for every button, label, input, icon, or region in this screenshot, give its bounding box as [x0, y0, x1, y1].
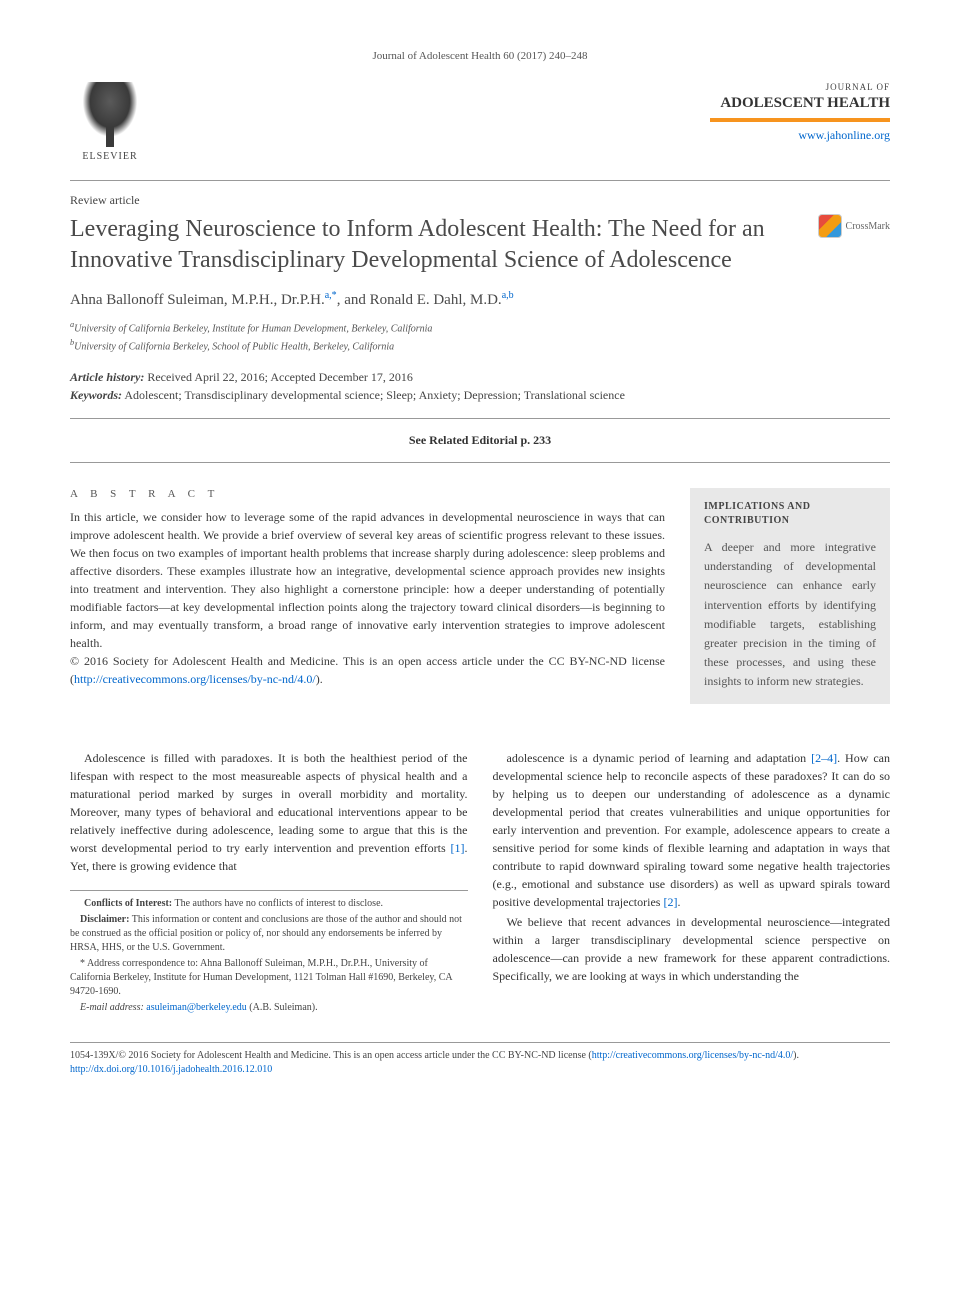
ref-1-link[interactable]: [1] [451, 841, 465, 855]
conflicts-text: The authors have no conflicts of interes… [172, 898, 383, 909]
author-1-name: Ahna Ballonoff Suleiman, M.P.H., Dr.P.H. [70, 292, 325, 308]
article-meta: Article history: Received April 22, 2016… [70, 368, 890, 404]
elsevier-logo: ELSEVIER [70, 82, 150, 172]
crossmark-label: CrossMark [846, 221, 890, 232]
authors: Ahna Ballonoff Suleiman, M.P.H., Dr.P.H.… [70, 290, 890, 309]
title-row: Leveraging Neuroscience to Inform Adoles… [70, 214, 890, 276]
running-header: Journal of Adolescent Health 60 (2017) 2… [70, 50, 890, 62]
journal-bar-icon [710, 118, 890, 122]
affiliation-a: University of California Berkeley, Insti… [74, 324, 432, 335]
c2p1a: adolescence is a dynamic period of learn… [507, 751, 812, 765]
rule-2 [70, 462, 890, 463]
rule-1 [70, 418, 890, 419]
abstract-close: ). [316, 672, 323, 686]
disclaimer-text: This information or content and conclusi… [70, 914, 462, 953]
ref-2-link[interactable]: [2] [663, 895, 677, 909]
license-link[interactable]: http://creativecommons.org/licenses/by-n… [74, 672, 316, 686]
footer-line1a: 1054-139X/© 2016 Society for Adolescent … [70, 1050, 592, 1061]
c2p1c: . [677, 895, 680, 909]
abstract-column: A B S T R A C T In this article, we cons… [70, 488, 665, 704]
footer-line1b: ). [793, 1050, 799, 1061]
abstract-text: In this article, we consider how to leve… [70, 508, 665, 688]
doi-link[interactable]: http://dx.doi.org/10.1016/j.jadohealth.2… [70, 1064, 272, 1075]
article-type: Review article [70, 193, 890, 208]
email-suffix: (A.B. Suleiman). [247, 1002, 318, 1013]
implications-text: A deeper and more integrative understand… [704, 538, 876, 692]
page-footer: 1054-139X/© 2016 Society for Adolescent … [70, 1042, 890, 1077]
author-2-name: Ronald E. Dahl, M.D. [370, 292, 502, 308]
author-2-sup[interactable]: a,b [502, 290, 514, 301]
article-title: Leveraging Neuroscience to Inform Adoles… [70, 214, 798, 276]
abstract-heading: A B S T R A C T [70, 488, 665, 500]
journal-label: JOURNAL OF [710, 82, 890, 92]
body-col-left: Adolescence is filled with paradoxes. It… [70, 749, 468, 1017]
implications-heading: IMPLICATIONS AND CONTRIBUTION [704, 500, 876, 528]
author-1-sup[interactable]: a,* [325, 290, 337, 301]
email-link[interactable]: asuleiman@berkeley.edu [146, 1002, 246, 1013]
related-editorial: See Related Editorial p. 233 [70, 433, 890, 448]
keywords-text: Adolescent; Transdisciplinary developmen… [122, 388, 625, 402]
history-label: Article history: [70, 370, 144, 384]
keywords-label: Keywords: [70, 388, 122, 402]
c2p2: We believe that recent advances in devel… [493, 913, 891, 985]
c1p1a: Adolescence is filled with paradoxes. It… [70, 751, 468, 855]
correspondence: * Address correspondence to: Ahna Ballon… [70, 957, 468, 999]
journal-logo: JOURNAL OF ADOLESCENT HEALTH www.jahonli… [710, 82, 890, 144]
masthead-row: ELSEVIER JOURNAL OF ADOLESCENT HEALTH ww… [70, 82, 890, 181]
affiliations: aUniversity of California Berkeley, Inst… [70, 319, 890, 354]
footer-license-link[interactable]: http://creativecommons.org/licenses/by-n… [592, 1050, 793, 1061]
disclaimer-label: Disclaimer: [80, 914, 129, 925]
body-columns: Adolescence is filled with paradoxes. It… [70, 749, 890, 1017]
elsevier-name: ELSEVIER [82, 151, 137, 162]
elsevier-tree-icon [75, 82, 145, 147]
crossmark-icon [818, 214, 842, 238]
ref-2-4-link[interactable]: [2–4] [811, 751, 837, 765]
conflicts-label: Conflicts of Interest: [84, 898, 172, 909]
email-label: E-mail address: [80, 1002, 144, 1013]
crossmark-badge[interactable]: CrossMark [818, 214, 890, 238]
affiliation-b: University of California Berkeley, Schoo… [74, 341, 394, 352]
journal-name: ADOLESCENT HEALTH [710, 94, 890, 112]
history-text: Received April 22, 2016; Accepted Decemb… [144, 370, 413, 384]
body-col-right: adolescence is a dynamic period of learn… [493, 749, 891, 1017]
journal-url-link[interactable]: www.jahonline.org [798, 128, 890, 142]
abstract-body: In this article, we consider how to leve… [70, 510, 665, 650]
implications-box: IMPLICATIONS AND CONTRIBUTION A deeper a… [690, 488, 890, 704]
c2p1b: . How can developmental science help to … [493, 751, 891, 909]
author-sep: , and [337, 292, 370, 308]
abstract-section: A B S T R A C T In this article, we cons… [70, 488, 890, 704]
footnotes: Conflicts of Interest: The authors have … [70, 890, 468, 1015]
